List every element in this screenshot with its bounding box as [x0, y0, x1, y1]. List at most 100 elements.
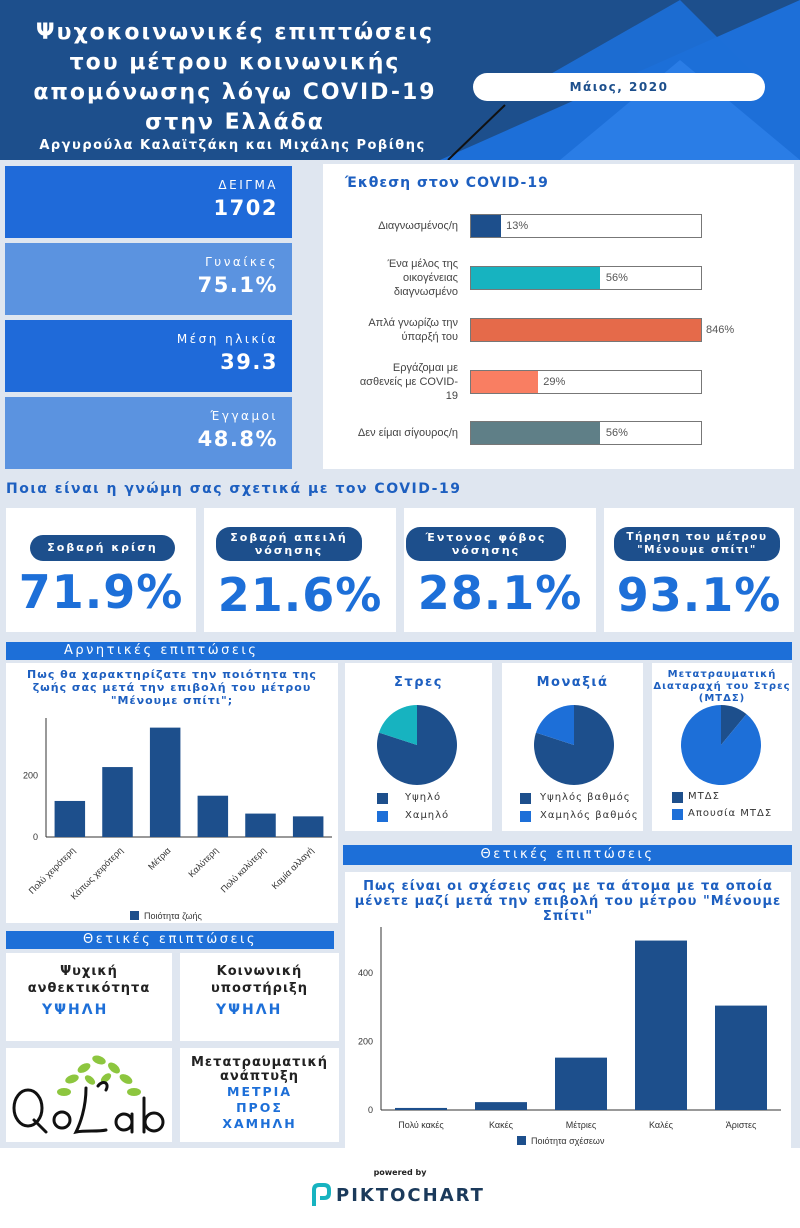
card-heading: ανάπτυξη [219, 1069, 299, 1084]
opinion-card-stay-home: Τήρηση του μέτρου "Μένουμε σπίτι" 93.1% [604, 508, 794, 632]
legend-swatch [520, 793, 531, 804]
bar-track [470, 370, 702, 394]
legend-swatch [672, 792, 683, 803]
footer: powered by PIKTOCHART [0, 1148, 800, 1228]
social-support-card: Κοινωνική υποστήριξη ΥΨΗΛΗ [180, 953, 339, 1041]
negative-effects-band: Αρνητικές επιπτώσεις [6, 642, 792, 660]
bar [471, 319, 701, 341]
bar [197, 795, 229, 837]
header: Ψυχοκοινωνικές επιπτώσεις του μέτρου κοι… [0, 0, 800, 160]
card-value: ΥΨΗΛΗ [42, 1002, 109, 1018]
bar-category-label: Διαγνωσμένος/η [378, 220, 458, 232]
legend-swatch [377, 793, 388, 804]
bar-track [470, 421, 702, 445]
sample-size-card: ΔΕΙΓΜΑ 1702 [5, 166, 292, 238]
legend-label: ΜΤΔΣ [688, 791, 720, 802]
legend-swatch [377, 811, 388, 822]
women-card: Γυναίκες 75.1% [5, 243, 292, 315]
stat-label: ΔΕΙΓΜΑ [218, 178, 278, 192]
opinion-card-threat: Σοβαρή απειλή νόσησης 21.6% [204, 508, 396, 632]
qolab-logo-image [12, 1055, 165, 1135]
bar [102, 767, 133, 837]
x-tick-label: Άριστες [726, 1120, 757, 1130]
legend-label: Υψηλός βαθμός [540, 792, 631, 803]
card-value: ΠΡΟΣ [236, 1100, 283, 1115]
bar [149, 727, 181, 837]
x-tick-label: Μέτρια [146, 845, 172, 871]
bar [471, 215, 501, 237]
bar-value-label: 56% [605, 272, 628, 284]
ptsd-pie [681, 705, 761, 785]
page-title: Ψυχοκοινωνικές επιπτώσεις του μέτρου κοι… [0, 18, 470, 138]
stress-panel: Στρες Υψηλό Χαμηλό [345, 663, 492, 831]
bar [245, 813, 276, 837]
legend-swatch [130, 911, 139, 920]
x-tick-label: Πολύ κακές [398, 1120, 444, 1130]
y-tick-label: 200 [23, 770, 38, 780]
card-heading: Μετατραυματική [190, 1055, 329, 1070]
bar [471, 422, 600, 444]
bar-category-label: Απλά γνωρίζω την ύπαρξή του [368, 317, 458, 343]
card-heading: Κοινωνική [216, 964, 303, 979]
legend-label: Χαμηλός βαθμός [540, 810, 639, 821]
card-value: ΜΕΤΡΙΑ [227, 1084, 292, 1099]
legend-label: Χαμηλό [405, 810, 450, 821]
loneliness-pie [534, 705, 614, 785]
resilience-card: Ψυχική ανθεκτικότητα ΥΨΗΛΗ [6, 953, 172, 1041]
y-tick-label: 400 [358, 968, 373, 978]
bar-value-label: 56% [605, 427, 628, 439]
ptsd-panel: Μετατραυματική Διαταραχή του Στρες (ΜΤΔΣ… [652, 663, 792, 831]
opinion-label: Τήρηση του μέτρου "Μένουμε σπίτι" [614, 527, 780, 561]
card-heading: ανθεκτικότητα [27, 981, 151, 996]
legend-label: Υψηλό [405, 792, 442, 803]
bar-value-label: 13% [506, 220, 529, 232]
x-tick-label: Καλύτερη [186, 845, 220, 879]
stat-value: 1702 [213, 196, 278, 220]
x-tick-label: Καλές [649, 1120, 674, 1130]
bar [475, 1102, 527, 1110]
stress-pie [377, 705, 457, 785]
bar-track [470, 318, 702, 342]
positive-effects-band: Θετικές επιπτώσεις [343, 845, 792, 865]
x-tick-label: Καμία αλλαγή [270, 845, 316, 891]
legend-label: Ποιότητα ζωής [144, 911, 202, 921]
relations-chart: 0 200 400 Πολύ κακές Κακές Μέτριες Καλές Άριστε… [358, 927, 781, 1146]
stat-label: Μέση ηλικία [176, 332, 278, 346]
date-badge: Μάιος, 2020 [473, 73, 765, 101]
bar-track [470, 266, 702, 290]
legend-swatch [520, 811, 531, 822]
title-line: Ψυχοκοινωνικές επιπτώσεις [35, 20, 435, 45]
opinion-label: Έντονος φόβος νόσησης [406, 527, 566, 561]
legend-label: Απουσία ΜΤΔΣ [688, 808, 773, 819]
bar [471, 267, 600, 289]
brand-name: PIKTOCHART [336, 1184, 485, 1206]
bar-track [470, 214, 702, 238]
positive-effects-band-2: Θετικές επιπτώσεις [6, 931, 334, 949]
y-tick-label: 200 [358, 1037, 373, 1047]
x-tick-label: Κάπως χειρότερη [69, 845, 125, 901]
pie-title: Μοναξιά [536, 675, 609, 690]
opinion-value: 71.9% [18, 565, 184, 619]
bar-category-label: Ένα μέλος της οικογένειας διαγνωσμένο [387, 258, 458, 298]
card-value: ΥΨΗΛΗ [216, 1002, 283, 1018]
title-line: απομόνωσης λόγω COVID-19 [33, 80, 437, 105]
title-line: στην Ελλάδα [145, 110, 325, 135]
bar [471, 371, 538, 393]
stat-value: 75.1% [197, 273, 278, 297]
x-tick-label: Πολύ χειρότερη [27, 845, 78, 896]
quality-title: Πως θα χαρακτηρίζατε την ποιότητα της ζω… [27, 668, 317, 707]
loneliness-panel: Μοναξιά Υψηλός βαθμός Χαμηλός βαθμός [502, 663, 643, 831]
stat-value: 39.3 [220, 350, 278, 374]
bar [395, 1107, 447, 1110]
bar-value-label: 29% [543, 376, 566, 388]
piktochart-logo[interactable]: PIKTOCHART [310, 1182, 485, 1208]
card-heading: Ψυχική [60, 964, 118, 979]
title-line: του μέτρου κοινωνικής [69, 50, 401, 75]
exposure-title: Έκθεση στον COVID-19 [345, 175, 549, 191]
legend-swatch [517, 1136, 526, 1145]
bar-value-label: 846% [706, 324, 735, 336]
opinion-value: 21.6% [217, 568, 383, 622]
pie-slice [535, 705, 574, 745]
pie-title: Μετατραυματική Διαταραχή του Στρες (ΜΤΔΣ… [653, 669, 791, 704]
